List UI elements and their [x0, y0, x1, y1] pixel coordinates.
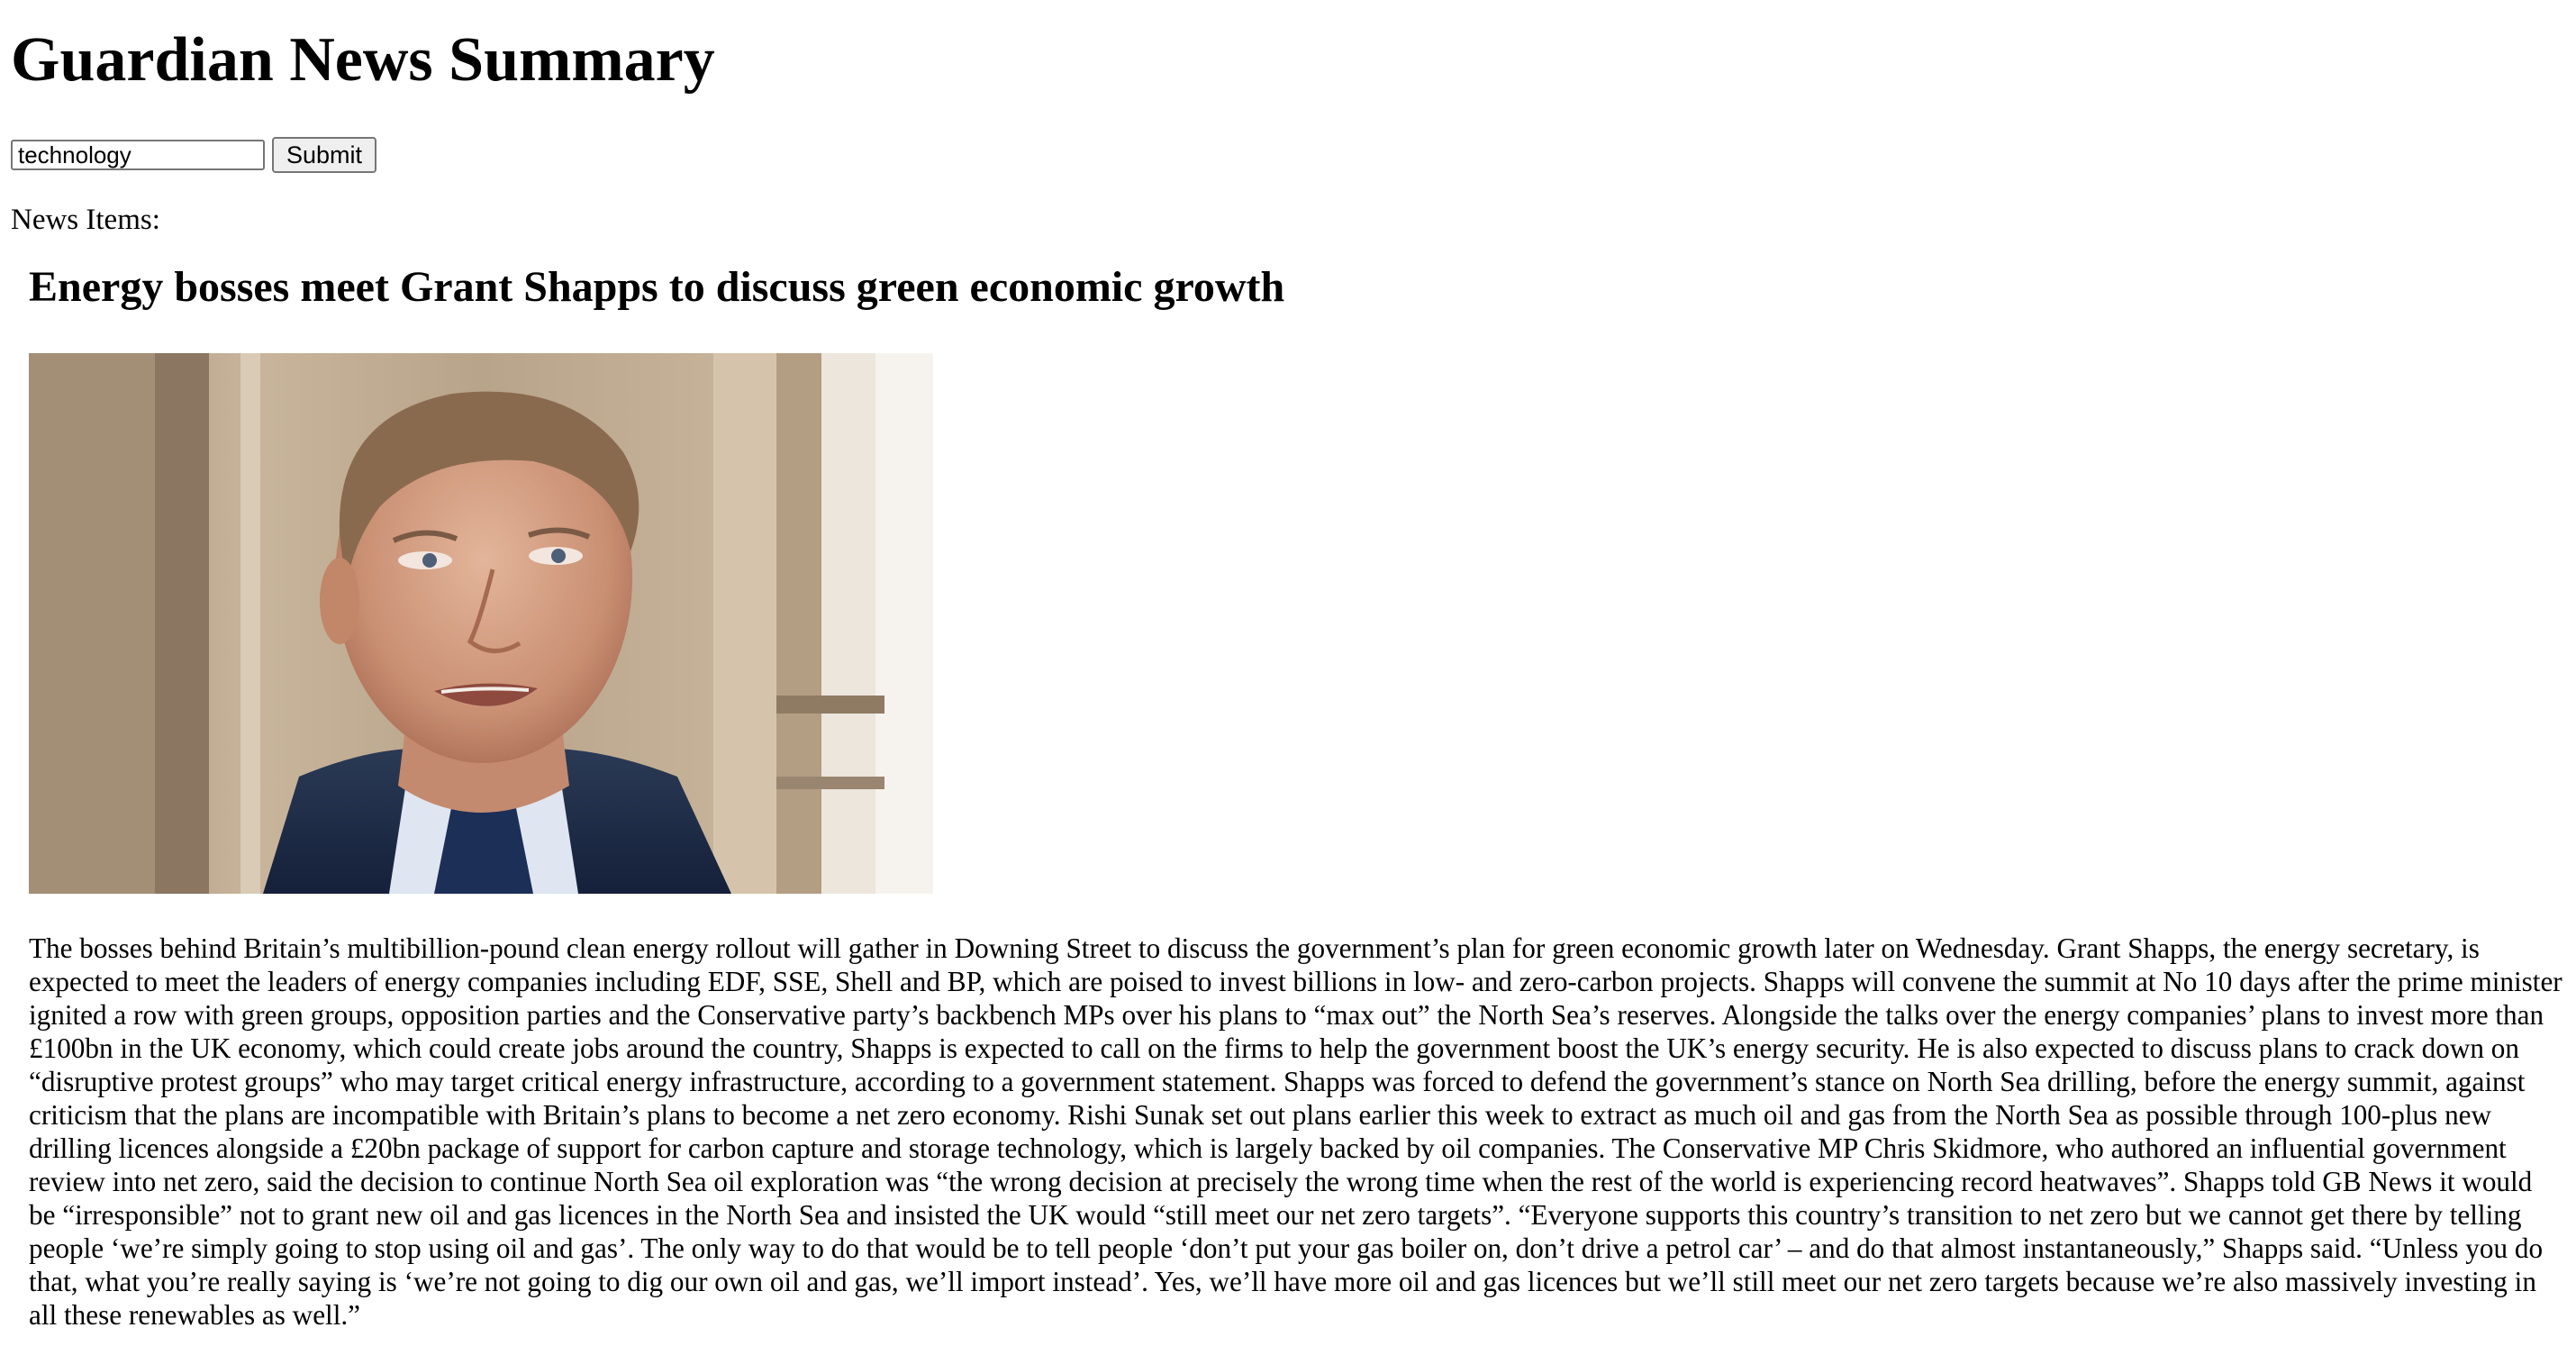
news-item: Energy bosses meet Grant Shapps to discu… [29, 261, 2569, 1359]
search-form: Submit [11, 137, 377, 173]
news-body: The bosses behind Britain’s multibillion… [29, 932, 2562, 1331]
news-headline: Energy bosses meet Grant Shapps to discu… [29, 263, 1285, 311]
search-input[interactable] [11, 140, 265, 170]
news-image [29, 352, 933, 894]
portrait-photo-icon [29, 352, 933, 894]
news-items-label: News Items: [11, 204, 160, 236]
page-title: Guardian News Summary [11, 25, 715, 95]
submit-button[interactable]: Submit [272, 137, 377, 173]
